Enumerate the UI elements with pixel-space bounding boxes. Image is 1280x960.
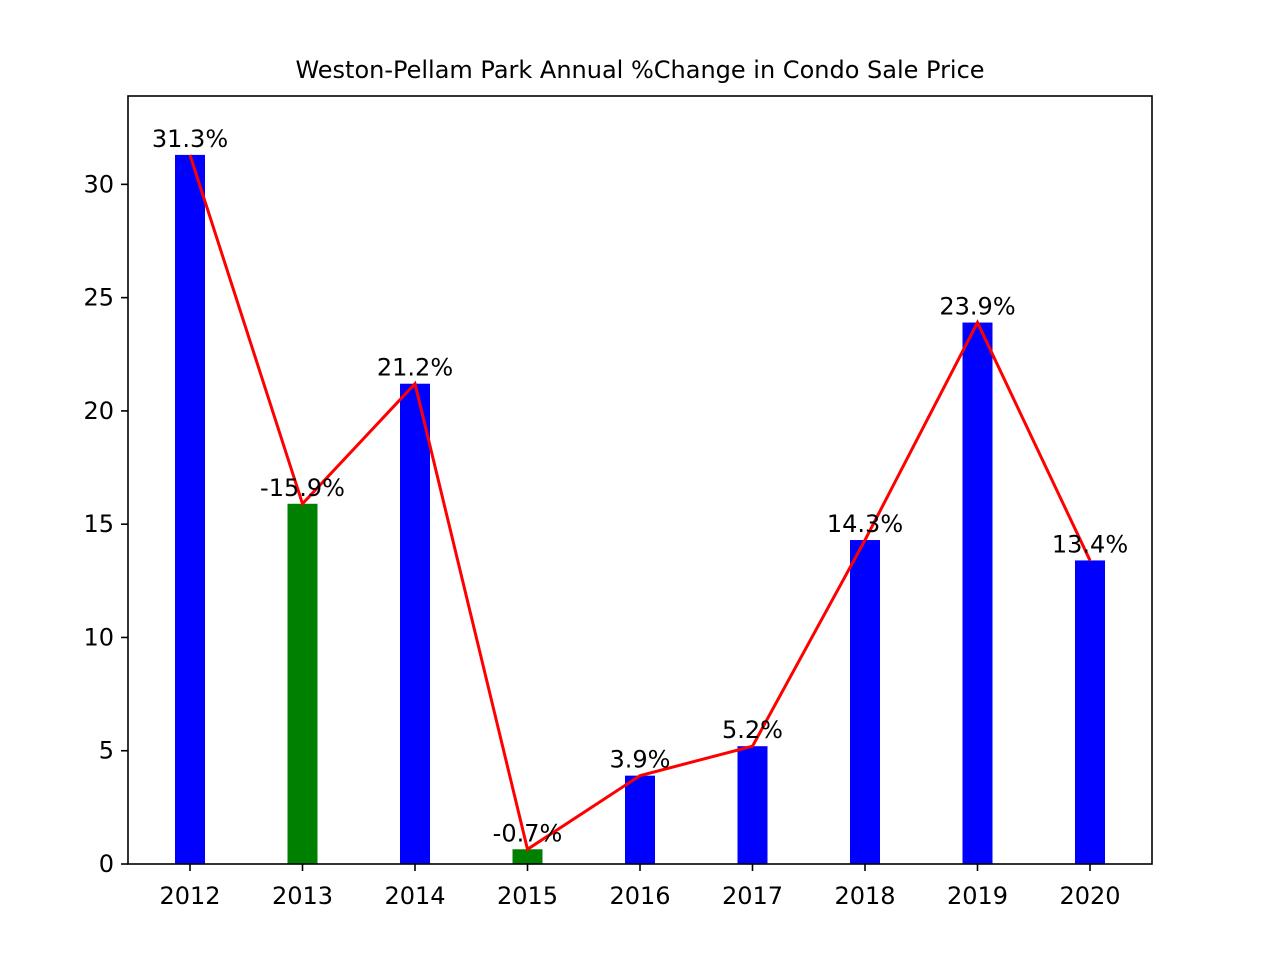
x-tick-label-2020: 2020 — [1059, 882, 1120, 910]
y-tick-label-5: 5 — [99, 737, 114, 765]
bar-label-2015: -0.7% — [493, 819, 563, 847]
bar-2013 — [287, 503, 318, 864]
x-tick-label-2012: 2012 — [159, 882, 220, 910]
bar-2015 — [512, 849, 543, 864]
x-tick-label-2018: 2018 — [834, 882, 895, 910]
bar-2020 — [1075, 560, 1105, 864]
bar-label-2012: 31.3% — [152, 125, 228, 153]
trend-line — [188, 154, 1092, 852]
bar-label-2016: 3.9% — [610, 746, 671, 774]
axes-layer: 0 5 10 15 20 25 30 2012 2013 2014 2015 2016 2017 2018… — [83, 95, 1153, 910]
chart-title: Weston-Pellam Park Annual %Change in Con… — [295, 56, 984, 84]
bars-layer — [175, 154, 1105, 864]
bar-labels-layer: 31.3% -15.9% 21.2% -0.7% 3.9% 5.2% 14.3% 23.9% 1… — [152, 125, 1128, 847]
y-tick-label-25: 25 — [83, 284, 114, 312]
x-tick-label-2014: 2014 — [384, 882, 445, 910]
y-tick-label-20: 20 — [83, 397, 114, 425]
bar-2012 — [175, 154, 205, 864]
x-tick-label-2016: 2016 — [609, 882, 670, 910]
bar-label-2017: 5.2% — [722, 716, 783, 744]
bar-2016 — [625, 775, 655, 864]
bar-label-2020: 13.4% — [1052, 530, 1128, 558]
bar-label-2018: 14.3% — [827, 510, 903, 538]
bar-2019 — [962, 322, 993, 864]
y-tick-label-10: 10 — [83, 623, 114, 651]
bar-2018 — [850, 540, 880, 864]
x-tick-label-2019: 2019 — [947, 882, 1008, 910]
x-tick-label-2013: 2013 — [272, 882, 333, 910]
bar-label-2013: -15.9% — [260, 474, 345, 502]
y-tick-label-30: 30 — [83, 170, 114, 198]
bar-2017 — [737, 746, 768, 864]
y-tick-label-0: 0 — [99, 850, 114, 878]
bar-label-2019: 23.9% — [939, 293, 1015, 321]
bar-label-2014: 21.2% — [377, 354, 453, 382]
x-tick-label-2017: 2017 — [722, 882, 783, 910]
bar-2014 — [400, 383, 430, 864]
y-tick-label-15: 15 — [83, 510, 114, 538]
trend-line-layer — [188, 154, 1092, 852]
x-tick-label-2015: 2015 — [497, 882, 558, 910]
